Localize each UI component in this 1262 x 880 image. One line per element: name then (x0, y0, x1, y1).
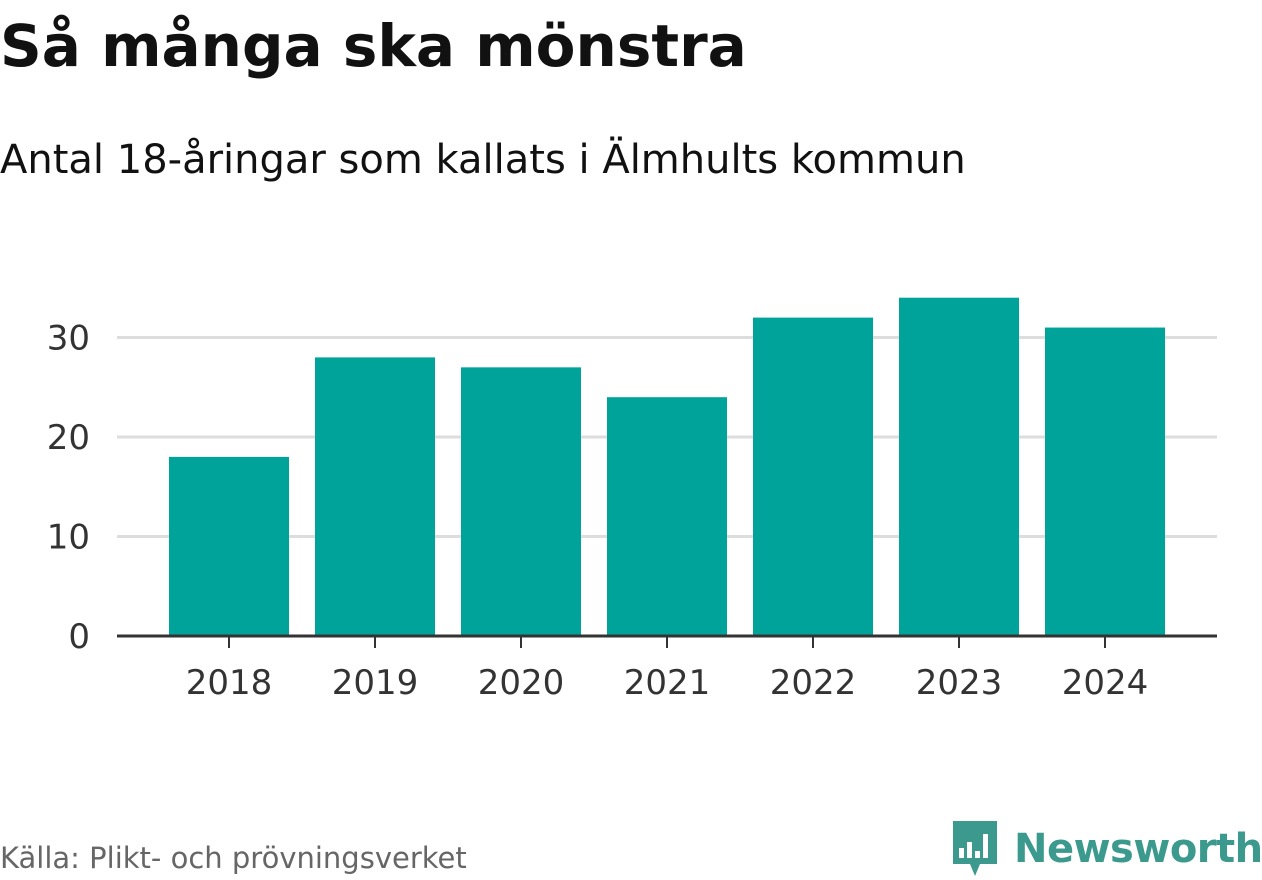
y-tick-label: 30 (47, 319, 90, 359)
chart-subtitle: Antal 18-åringar som kallats i Älmhults … (0, 137, 966, 183)
brand-name: Newsworthy (1014, 826, 1262, 872)
newsworthy-logo[interactable]: Newsworthy (950, 818, 1262, 880)
chart-title: Så många ska mönstra (0, 12, 747, 80)
x-tick-label: 2022 (770, 663, 857, 703)
x-tick-label: 2018 (186, 663, 273, 703)
y-tick-label: 10 (47, 518, 90, 558)
bar (899, 297, 1019, 636)
x-tick-label: 2021 (624, 663, 711, 703)
bar (461, 367, 581, 636)
bar (169, 456, 289, 636)
x-tick-label: 2023 (916, 663, 1003, 703)
bar (753, 317, 873, 636)
bar (607, 397, 727, 636)
bars (169, 297, 1165, 636)
bar-chart-speech-bubble-icon (953, 821, 997, 876)
bar (315, 357, 435, 636)
x-tick-label: 2019 (332, 663, 419, 703)
x-tick-label: 2024 (1062, 663, 1149, 703)
x-axis-ticks: 2018 2019 2020 2021 2022 2023 2024 (186, 636, 1149, 703)
source-note: Källa: Plikt- och prövningsverket (0, 841, 467, 875)
y-tick-label: 20 (47, 418, 90, 458)
y-tick-label: 0 (68, 617, 90, 657)
y-axis-labels: 0 10 20 30 (47, 319, 90, 658)
x-tick-label: 2020 (478, 663, 565, 703)
bar (1045, 327, 1165, 636)
